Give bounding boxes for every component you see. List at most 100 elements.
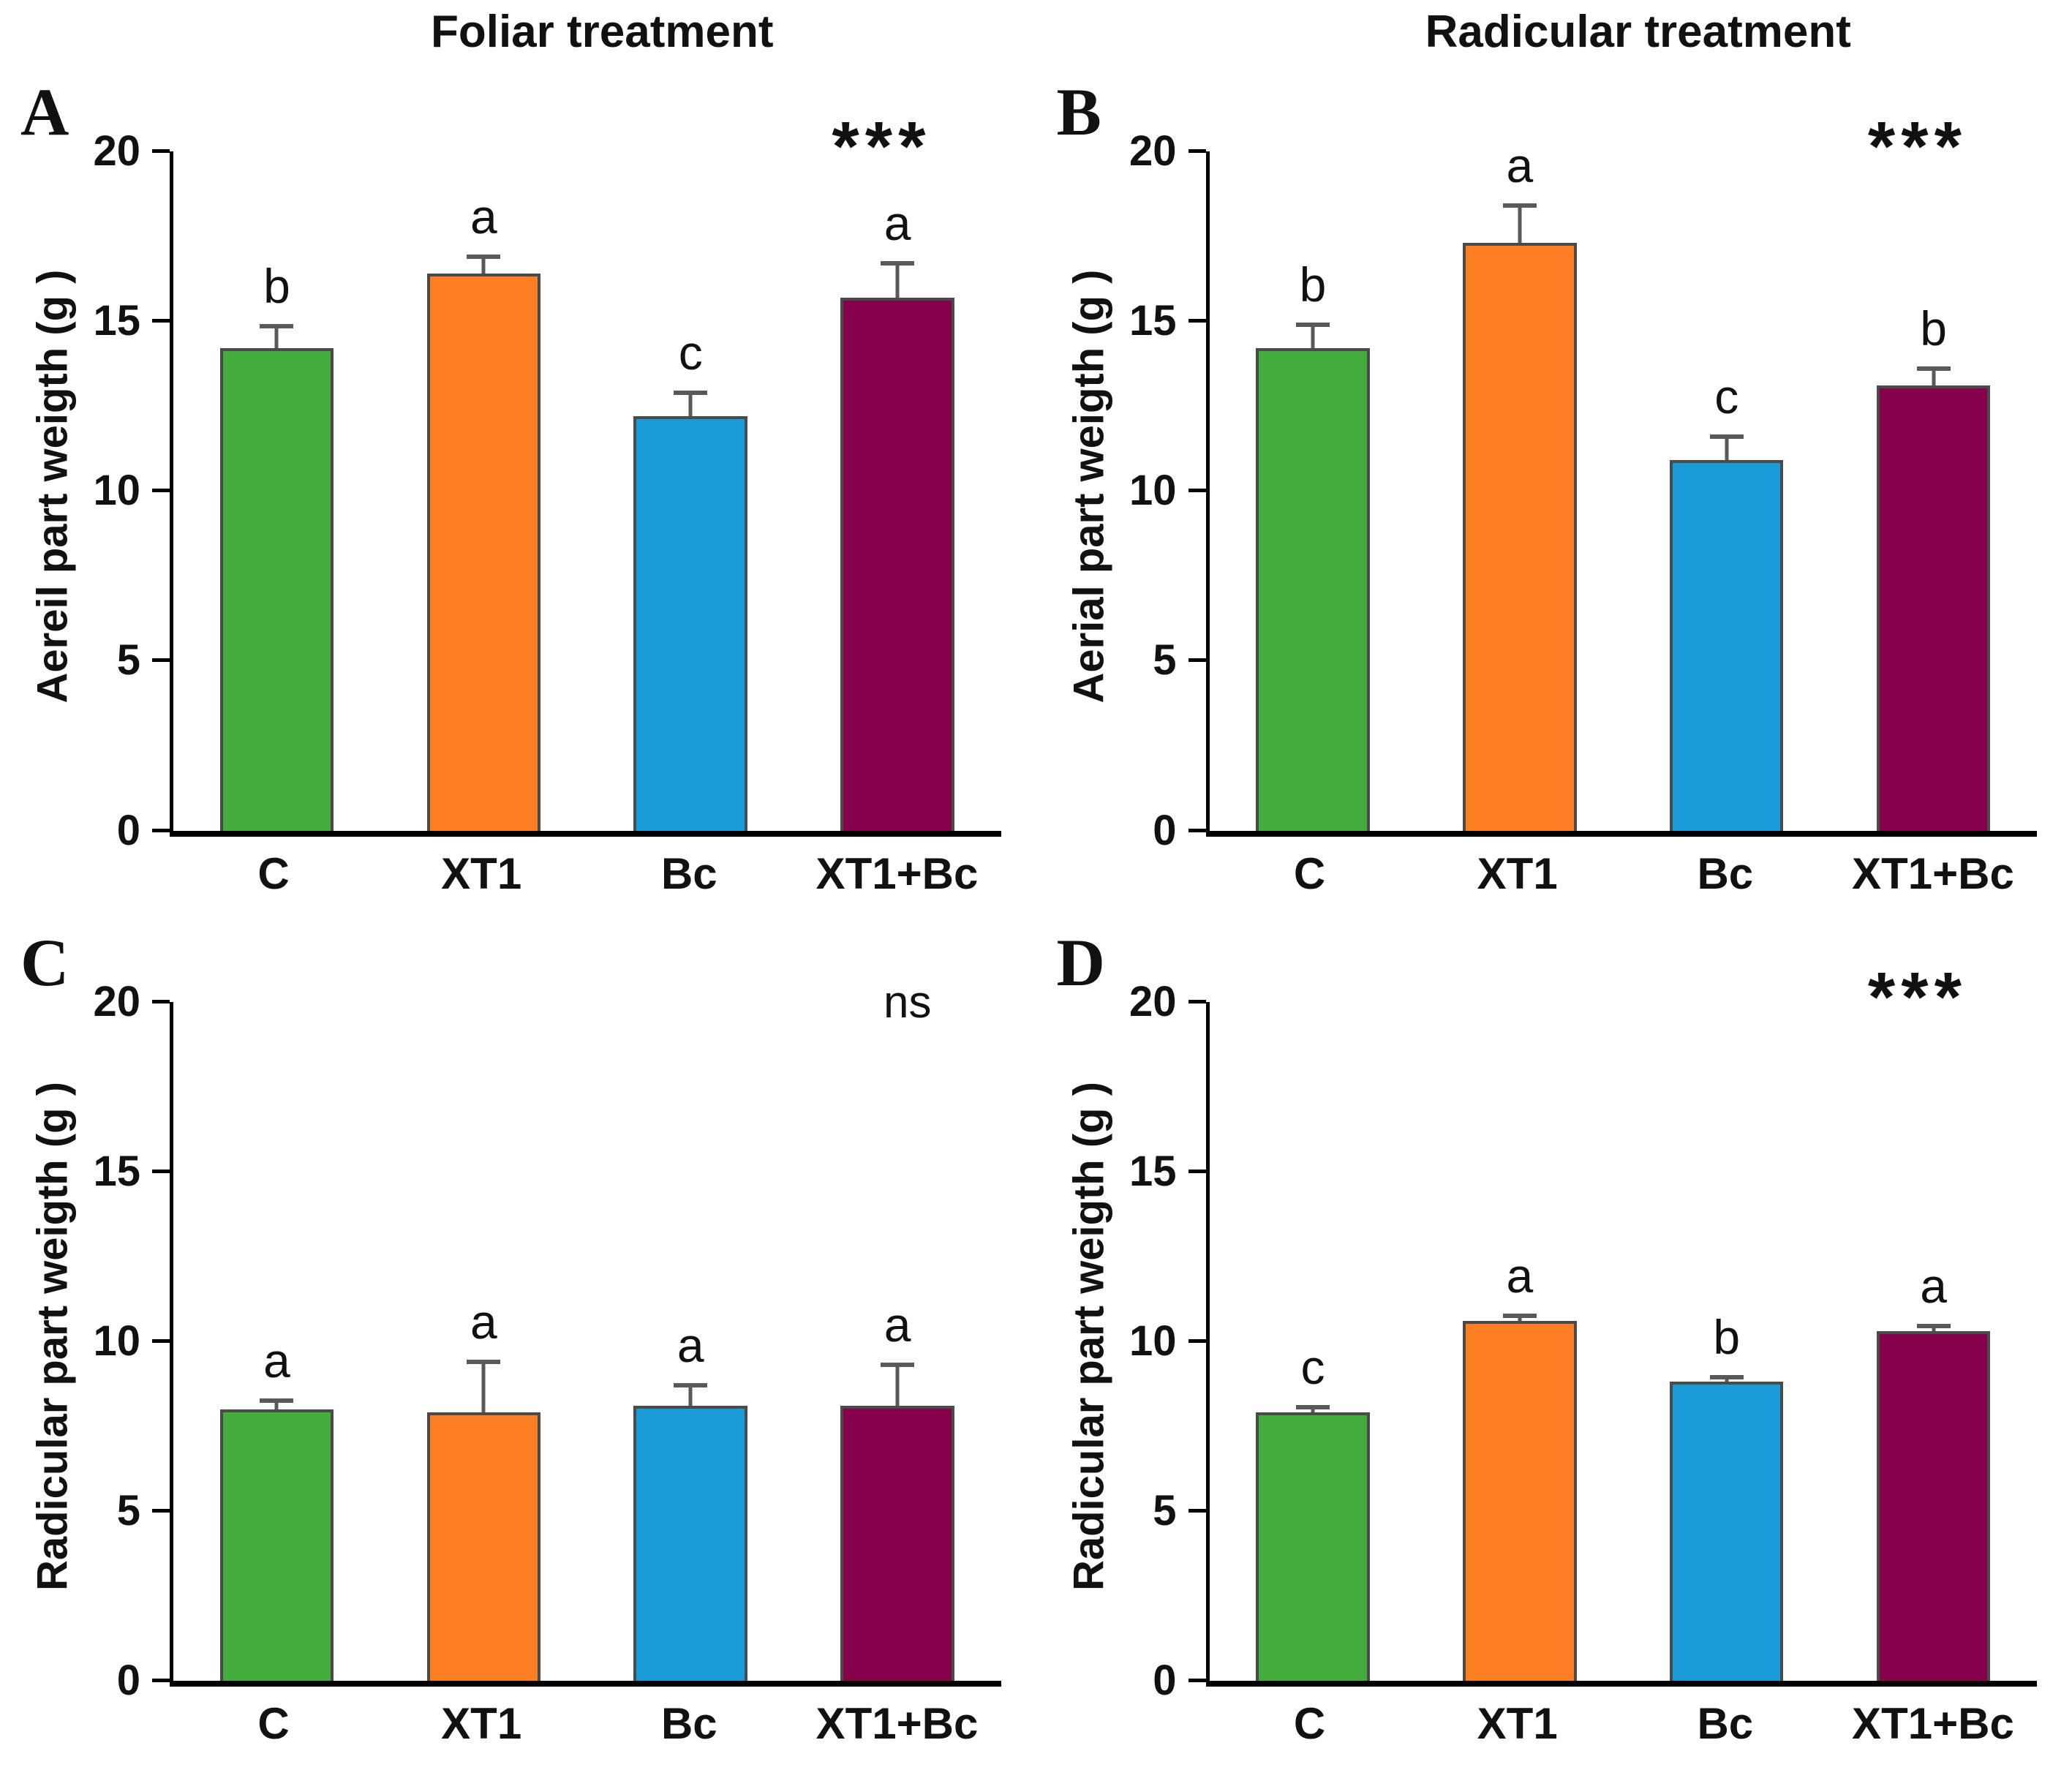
x-label-XT1: XT1 <box>1477 1699 1558 1748</box>
bar-slot: b <box>173 151 380 831</box>
error-bar-cap <box>1295 1405 1330 1410</box>
tick-label: 10 <box>1129 467 1177 515</box>
significance-letter: a <box>1506 1248 1534 1303</box>
error-bar-cap <box>1916 1323 1951 1328</box>
error-bar-cap <box>1502 1313 1537 1318</box>
panel-letter: D <box>1056 924 1105 1000</box>
bar-XT1+Bc <box>1876 385 1991 831</box>
x-label-XT1+Bc: XT1+Bc <box>815 848 979 898</box>
bar-XT1+Bc <box>1876 1330 1991 1681</box>
x-label-XT1: XT1 <box>1477 848 1558 898</box>
error-bar-cap <box>467 1359 501 1364</box>
tick-label: 0 <box>1153 806 1177 854</box>
tick-mark <box>152 999 170 1003</box>
error-bar-cap <box>1295 322 1330 327</box>
bar-slot: c <box>1210 1002 1417 1681</box>
error-bar <box>688 1385 693 1406</box>
error-bar-cap <box>1709 1374 1744 1379</box>
left-column-title: Foliar treatment <box>430 7 774 57</box>
bar-XT1+Bc <box>840 1405 954 1681</box>
tick-label: 15 <box>93 1147 140 1195</box>
bars: c a b a <box>1210 1002 2038 1681</box>
tick-label: 0 <box>116 806 140 854</box>
tick-label: 5 <box>116 1486 140 1534</box>
error-bar-cap <box>1502 203 1537 208</box>
error-bar-cap <box>260 1398 294 1403</box>
significance-annotation: *** <box>1867 957 1967 1036</box>
tick-mark <box>152 1679 170 1682</box>
error-bar-cap <box>467 254 501 259</box>
panel-letter: C <box>20 924 69 1000</box>
bar-slot: a <box>1416 1002 1623 1681</box>
right-column-title: Radicular treatment <box>1425 7 1851 57</box>
bar-slot: b <box>1830 151 2037 831</box>
x-axis-labels: C XT1 Bc XT1+Bc <box>170 848 1001 907</box>
significance-letter: b <box>1299 257 1327 312</box>
bar-XT1 <box>426 1412 541 1681</box>
tick-mark <box>1188 999 1206 1003</box>
bar-slot: a <box>1830 1002 2037 1681</box>
tick-mark <box>152 1338 170 1343</box>
significance-letter: c <box>1300 1340 1325 1395</box>
tick-label: 0 <box>1153 1657 1177 1704</box>
error-bar <box>481 1361 486 1413</box>
tick-label: 5 <box>1153 636 1177 685</box>
bar-slot: a <box>587 1002 794 1681</box>
x-label-Bc: Bc <box>1697 848 1754 898</box>
bar-slot: a <box>380 151 587 831</box>
bar-C <box>219 348 334 831</box>
tick-label: 20 <box>93 127 140 175</box>
tick-mark <box>1188 658 1206 663</box>
error-bar-cap <box>1709 434 1744 439</box>
error-bar <box>1518 1315 1522 1321</box>
significance-letter: a <box>1920 1258 1947 1313</box>
tick-label: 0 <box>116 1657 140 1704</box>
significance-annotation: *** <box>1867 108 1967 186</box>
tick-mark <box>1188 1338 1206 1343</box>
tick-mark <box>1188 319 1206 323</box>
significance-letter: b <box>1920 301 1947 356</box>
significance-letter: c <box>1714 369 1739 423</box>
bar-slot: a <box>173 1002 380 1681</box>
error-bar-cap <box>674 390 708 395</box>
significance-letter: a <box>677 1318 704 1373</box>
tick-label: 5 <box>116 636 140 685</box>
bar-slot: a <box>380 1002 587 1681</box>
bars: b a c a <box>173 151 1001 831</box>
bar-XT1 <box>426 274 541 831</box>
tick-mark <box>1188 1679 1206 1682</box>
error-bar-cap <box>260 324 294 329</box>
tick-mark <box>1188 1169 1206 1173</box>
bar-XT1+Bc <box>840 297 954 831</box>
significance-letter: a <box>470 189 497 244</box>
tick-mark <box>1188 1508 1206 1513</box>
x-label-XT1+Bc: XT1+Bc <box>1852 848 2014 898</box>
error-bar-cap <box>881 261 915 266</box>
bar-slot: a <box>794 1002 1001 1681</box>
tick-mark <box>1188 828 1206 832</box>
error-bar <box>688 392 693 417</box>
error-bar <box>1932 369 1936 386</box>
significance-annotation: ns <box>884 976 932 1028</box>
tick-mark <box>152 828 170 832</box>
error-bar <box>1932 1325 1936 1331</box>
significance-annotation: *** <box>832 108 932 186</box>
bar-XT1 <box>1463 243 1577 831</box>
tick-label: 15 <box>93 297 140 345</box>
tick-mark <box>1188 149 1206 153</box>
tick-label: 10 <box>93 1317 140 1365</box>
bar-slot: c <box>1623 151 1830 831</box>
x-label-Bc: Bc <box>660 1699 717 1748</box>
bar-slot: a <box>794 151 1001 831</box>
x-axis-labels: C XT1 Bc XT1+Bc <box>1206 1698 2038 1757</box>
bar-slot: b <box>1623 1002 1830 1681</box>
tick-label: 20 <box>1129 977 1177 1025</box>
bar-Bc <box>633 416 747 831</box>
error-bar-cap <box>1916 366 1951 372</box>
tick-mark <box>152 149 170 153</box>
